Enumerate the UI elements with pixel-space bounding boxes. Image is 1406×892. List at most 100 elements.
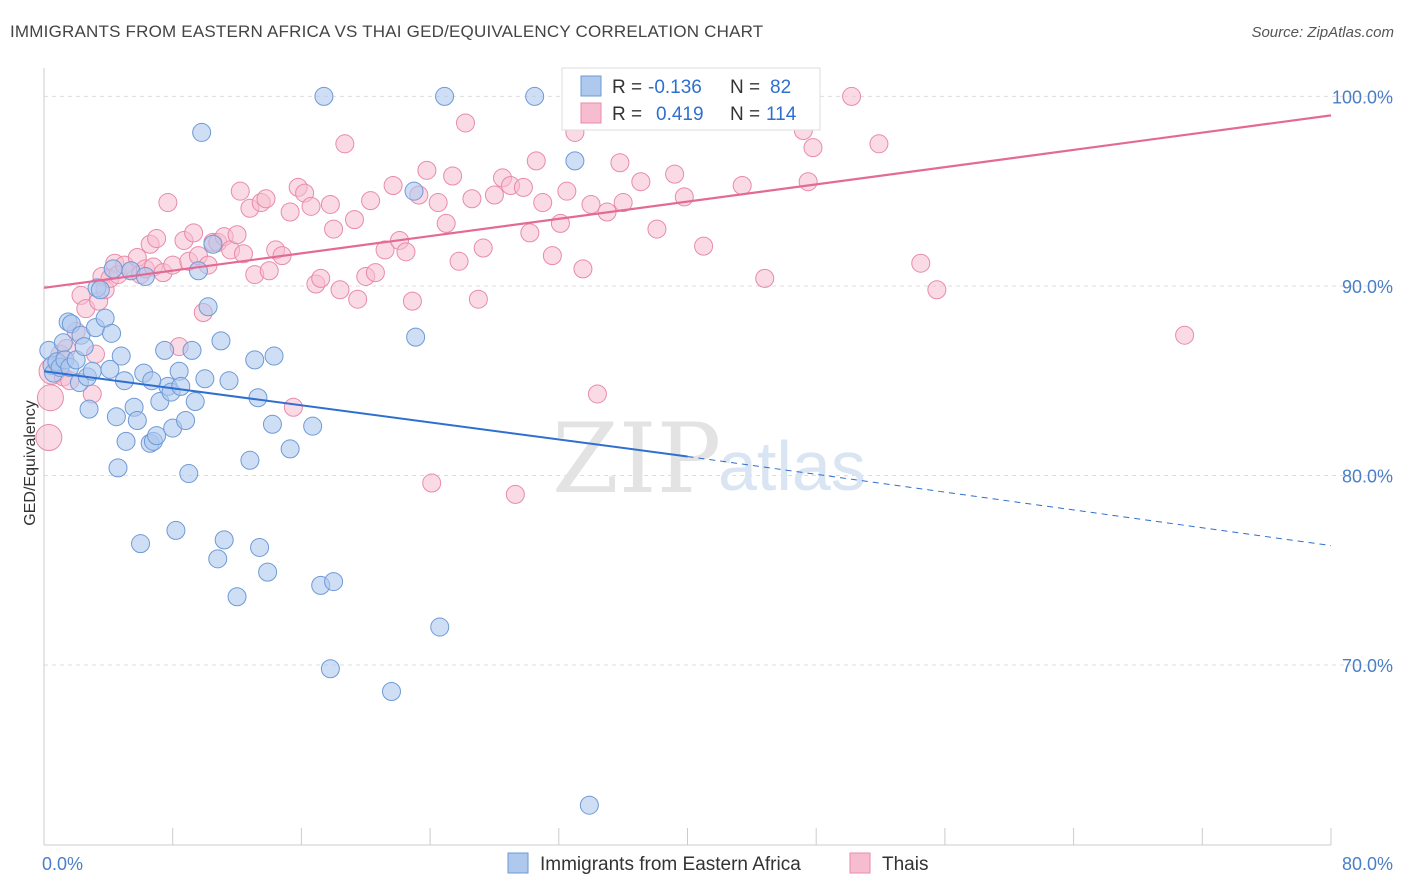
thais-point-66: [365, 263, 385, 283]
thais-point-97: [587, 384, 607, 404]
thais-point-48: [259, 261, 279, 281]
series-legend: Immigrants from Eastern Africa Thais: [507, 852, 928, 875]
thais-point-83: [484, 185, 504, 205]
thais-point-71: [402, 291, 422, 311]
thais-point-51: [280, 202, 300, 222]
eastern-africa-point-23: [103, 259, 123, 279]
thais-point-81: [468, 289, 488, 309]
thais-point-91: [542, 246, 562, 266]
thais-point-58: [320, 194, 340, 214]
eastern-africa-point-34: [135, 266, 155, 286]
thais-point-61: [335, 134, 355, 154]
thais-point-42: [230, 181, 250, 201]
y-tick-label-2: 90.0%: [1342, 277, 1393, 297]
eastern-africa-point-31: [127, 410, 147, 430]
eastern-africa-point-72: [324, 572, 344, 592]
thais-point-65: [361, 191, 381, 211]
eastern-africa-point-52: [195, 369, 215, 389]
eastern-africa-point-66: [264, 346, 284, 366]
eastern-africa-point-54: [203, 234, 223, 254]
eastern-africa-point-39: [155, 340, 175, 360]
thais-point-88: [520, 223, 540, 243]
legend-r-label-2: R =: [612, 104, 647, 125]
thais-point-76: [436, 213, 456, 233]
thais-point-90: [533, 193, 553, 213]
thais-point-41: [227, 225, 247, 245]
series-legend-label-blue: Immigrants from Eastern Africa: [540, 854, 801, 875]
y-tick-label-0: 70.0%: [1342, 656, 1393, 676]
thais-point-79: [455, 113, 475, 133]
trend-line-thais: [43, 114, 1332, 289]
stats-legend-box: [561, 67, 821, 131]
source-label: Source: ZipAtlas.com: [1251, 24, 1394, 41]
y-tick-label-1: 80.0%: [1342, 466, 1393, 486]
thais-point-111: [842, 86, 862, 106]
eastern-africa-point-24: [106, 407, 126, 427]
eastern-africa-point-55: [208, 549, 228, 569]
thais-point-113: [911, 253, 931, 273]
thais-point-107: [755, 268, 775, 288]
grid-lines: [44, 95, 1392, 666]
x-tick-label-1: 80.0%: [1342, 854, 1393, 874]
eastern-africa-point-74: [404, 181, 424, 201]
eastern-africa-point-59: [227, 587, 247, 607]
eastern-africa-point-73: [381, 681, 401, 701]
thais-point-47: [256, 189, 276, 209]
thais-point-0: [35, 424, 63, 452]
thais-point-73: [417, 160, 437, 180]
thais-point-77: [443, 166, 463, 186]
thais-point-43: [233, 244, 253, 264]
thais-point-109: [798, 172, 818, 192]
eastern-africa-point-70: [314, 86, 334, 106]
thais-point-74: [422, 473, 442, 493]
legend-r-label-1: R =: [612, 77, 647, 98]
y-axis-label: GED/Equivalency: [22, 400, 39, 525]
thais-point-87: [513, 177, 533, 197]
eastern-africa-point-47: [179, 464, 199, 484]
trend-lines: [43, 114, 1332, 547]
legend-r-value-1: -0.136: [648, 77, 702, 98]
eastern-africa-point-71: [320, 659, 340, 679]
eastern-africa-point-79: [565, 151, 585, 171]
eastern-africa-point-56: [211, 331, 231, 351]
thais-point-103: [665, 164, 685, 184]
eastern-africa-point-37: [147, 426, 167, 446]
stats-legend: R = -0.136 N = 82 R = 0.419 N = 114: [561, 67, 821, 131]
thais-point-86: [505, 484, 525, 504]
thais-point-102: [647, 219, 667, 239]
eastern-africa-point-61: [245, 350, 265, 370]
thais-point-89: [526, 151, 546, 171]
thais-point-110: [803, 138, 823, 158]
watermark-zip: ZIP: [552, 403, 721, 515]
trend-line-eastern-africa: [43, 370, 688, 458]
eastern-africa-point-65: [262, 414, 282, 434]
chart-title: IMMIGRANTS FROM EASTERN AFRICA VS THAI G…: [10, 22, 764, 41]
eastern-africa-point-50: [188, 261, 208, 281]
thais-point-95: [573, 259, 593, 279]
eastern-africa-point-53: [198, 297, 218, 317]
eastern-africa-point-21: [100, 359, 120, 379]
legend-swatch-pink: [580, 102, 602, 124]
thais-point-80: [462, 189, 482, 209]
eastern-africa-point-22: [102, 323, 122, 343]
eastern-africa-point-5: [53, 333, 73, 353]
thais-point-33: [184, 223, 204, 243]
series-eastern-africa-points: [39, 86, 599, 815]
eastern-africa-point-15: [79, 399, 99, 419]
eastern-africa-point-76: [430, 617, 450, 637]
eastern-africa-point-78: [525, 86, 545, 106]
thais-point-115: [1175, 325, 1195, 345]
trend-line-eastern-africa-extension: [687, 456, 1332, 547]
x-tick-label-0: 0.0%: [42, 854, 83, 874]
thais-point-96: [581, 194, 601, 214]
thais-point-75: [428, 193, 448, 213]
thais-point-26: [147, 229, 167, 249]
thais-point-100: [613, 193, 633, 213]
thais-point-112: [869, 134, 889, 154]
eastern-africa-point-80: [579, 795, 599, 815]
thais-point-101: [631, 172, 651, 192]
watermark: ZIP atlas: [552, 403, 866, 515]
thais-point-93: [557, 181, 577, 201]
thais-point-99: [610, 153, 630, 173]
